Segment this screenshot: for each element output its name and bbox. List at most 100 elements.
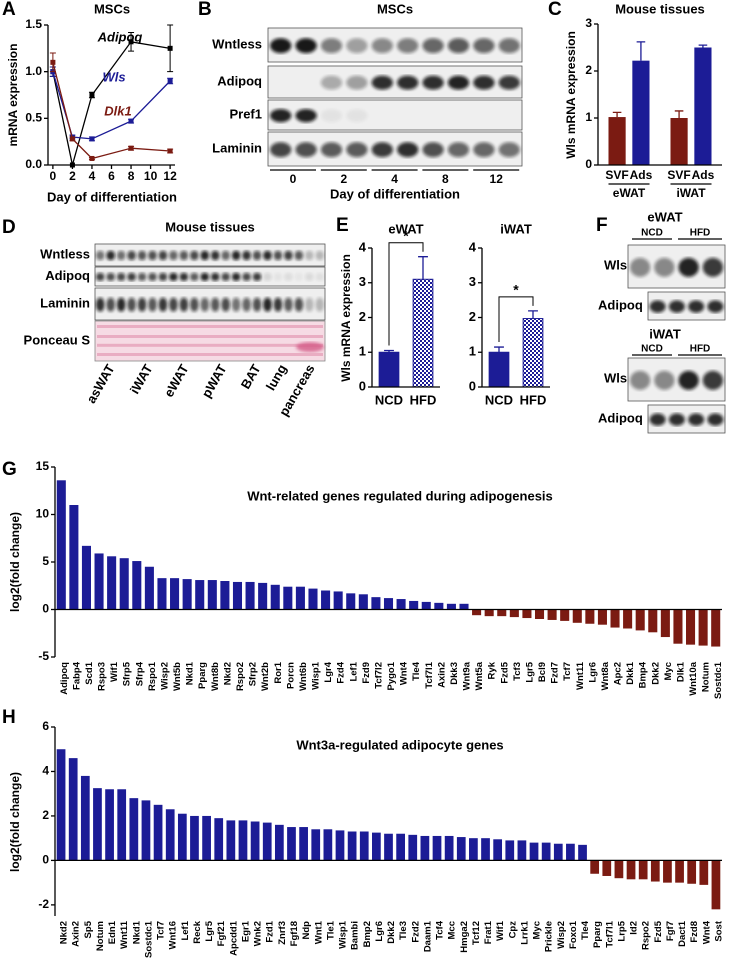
- chart-title: Mouse tissues: [615, 1, 705, 16]
- blot-band: [179, 297, 189, 312]
- blot-band: [95, 297, 105, 312]
- bar: [497, 609, 507, 617]
- blot-band: [158, 250, 168, 261]
- y-tick-label: 1: [585, 110, 592, 124]
- y-tick-label: 3: [585, 16, 592, 30]
- x-tick-label: HFD: [410, 392, 437, 407]
- x-tick-label: Wisp2: [159, 662, 170, 690]
- x-tick-label: Tle4: [411, 661, 422, 681]
- blot-band: [210, 272, 220, 282]
- x-tick-label: Apc2: [613, 662, 624, 685]
- blot-band: [169, 297, 178, 312]
- y-tick-label: 1: [359, 344, 366, 359]
- bar: [590, 860, 600, 874]
- x-tick-label: Lgr5: [204, 920, 215, 941]
- x-tick-label: Fzd5: [499, 661, 510, 683]
- chart-title: Wnt-related genes regulated during adipo…: [247, 488, 553, 503]
- y-tick-label: 1.5: [25, 17, 42, 31]
- bar: [117, 789, 127, 861]
- chart-title: eWAT: [388, 221, 423, 236]
- y-axis-label: Wls mRNA expression: [564, 31, 578, 159]
- blot-band: [148, 272, 157, 282]
- blot-band: [346, 142, 368, 158]
- x-tick-label: Wnt4: [701, 920, 712, 944]
- blot-band: [137, 297, 147, 312]
- bar: [165, 809, 175, 861]
- x-tick-label: Sp5: [83, 920, 94, 938]
- blot-band: [127, 272, 136, 282]
- x-tick-label: Tcf3: [512, 662, 523, 681]
- bar: [484, 609, 494, 617]
- bar: [469, 838, 478, 861]
- y-tick-label: 4: [359, 239, 367, 254]
- blot-band: [242, 297, 251, 312]
- y-tick-label: -2: [38, 897, 49, 911]
- x-tick-label: 8: [128, 169, 135, 183]
- blot-band: [498, 38, 520, 54]
- y-tick-label: 0.0: [25, 157, 42, 171]
- error-bar: [494, 346, 504, 353]
- y-axis-label: log2(fold change): [8, 772, 22, 872]
- series-label: Wls: [102, 69, 125, 84]
- blot-band: [231, 297, 241, 312]
- bar: [238, 820, 248, 861]
- significance-bracket: [498, 296, 534, 343]
- blot-band: [200, 297, 210, 312]
- x-tick-label: Wif1: [495, 920, 506, 941]
- blot-band: [346, 75, 368, 90]
- blot-band: [294, 273, 303, 281]
- blot-band: [649, 300, 666, 313]
- x-tick-label: Bmp2: [362, 921, 373, 947]
- bar: [378, 351, 400, 388]
- lane-label: eWAT: [161, 362, 192, 400]
- bar: [608, 117, 626, 165]
- bar: [287, 827, 296, 861]
- bar: [541, 842, 551, 861]
- x-tick-label: Myc: [532, 921, 543, 939]
- x-tick-label: Wnt11: [119, 920, 130, 949]
- blot-band: [158, 297, 168, 312]
- blot-band: [189, 272, 199, 282]
- bar: [472, 609, 482, 616]
- panel-label: A: [2, 0, 16, 20]
- blot-panel: [94, 243, 326, 267]
- bar: [699, 860, 709, 885]
- chart-title: Wnt3a-regulated adipocyte genes: [296, 737, 503, 752]
- panel-label: D: [2, 217, 16, 238]
- x-tick-label: HFD: [520, 392, 547, 407]
- y-tick-label: 3: [469, 274, 476, 289]
- bar: [384, 833, 393, 861]
- bar: [359, 831, 369, 861]
- blot-band: [221, 272, 231, 282]
- blot-band: [189, 297, 199, 312]
- x-tick-label: Wnt6b: [298, 662, 309, 691]
- blot-band: [498, 142, 520, 158]
- x-tick-label: Notum: [95, 921, 106, 951]
- x-tick-label: Tcf7l1: [604, 920, 615, 947]
- x-tick-label: Cpz: [507, 921, 518, 939]
- bar: [371, 597, 381, 610]
- bar: [190, 815, 199, 861]
- series-label: Adipoq: [97, 29, 143, 44]
- blot-row-label: Laminin: [212, 140, 262, 155]
- bar: [434, 602, 444, 610]
- blot-band: [320, 142, 343, 158]
- blot-band: [473, 75, 495, 90]
- x-tick-label: Prickle: [544, 921, 555, 952]
- x-tick-label: Scd1: [84, 661, 95, 684]
- ponceau-band: [97, 343, 323, 347]
- blot-band: [284, 250, 293, 261]
- x-tick-label: Fgf7: [665, 921, 676, 941]
- lane-label: BAT: [238, 362, 264, 392]
- blot-row-label: Adipoq: [217, 73, 262, 88]
- error-bar: [418, 256, 428, 280]
- x-tick-label: Rspo2: [235, 662, 246, 691]
- blot-band: [221, 250, 231, 261]
- bar: [663, 860, 672, 883]
- bar: [258, 582, 268, 610]
- error-bar: [636, 41, 646, 61]
- x-tick-label: Lef1: [348, 661, 359, 681]
- bar: [80, 775, 90, 861]
- blot-band: [169, 250, 178, 261]
- y-axis-label: Wls mRNA expression: [339, 254, 353, 382]
